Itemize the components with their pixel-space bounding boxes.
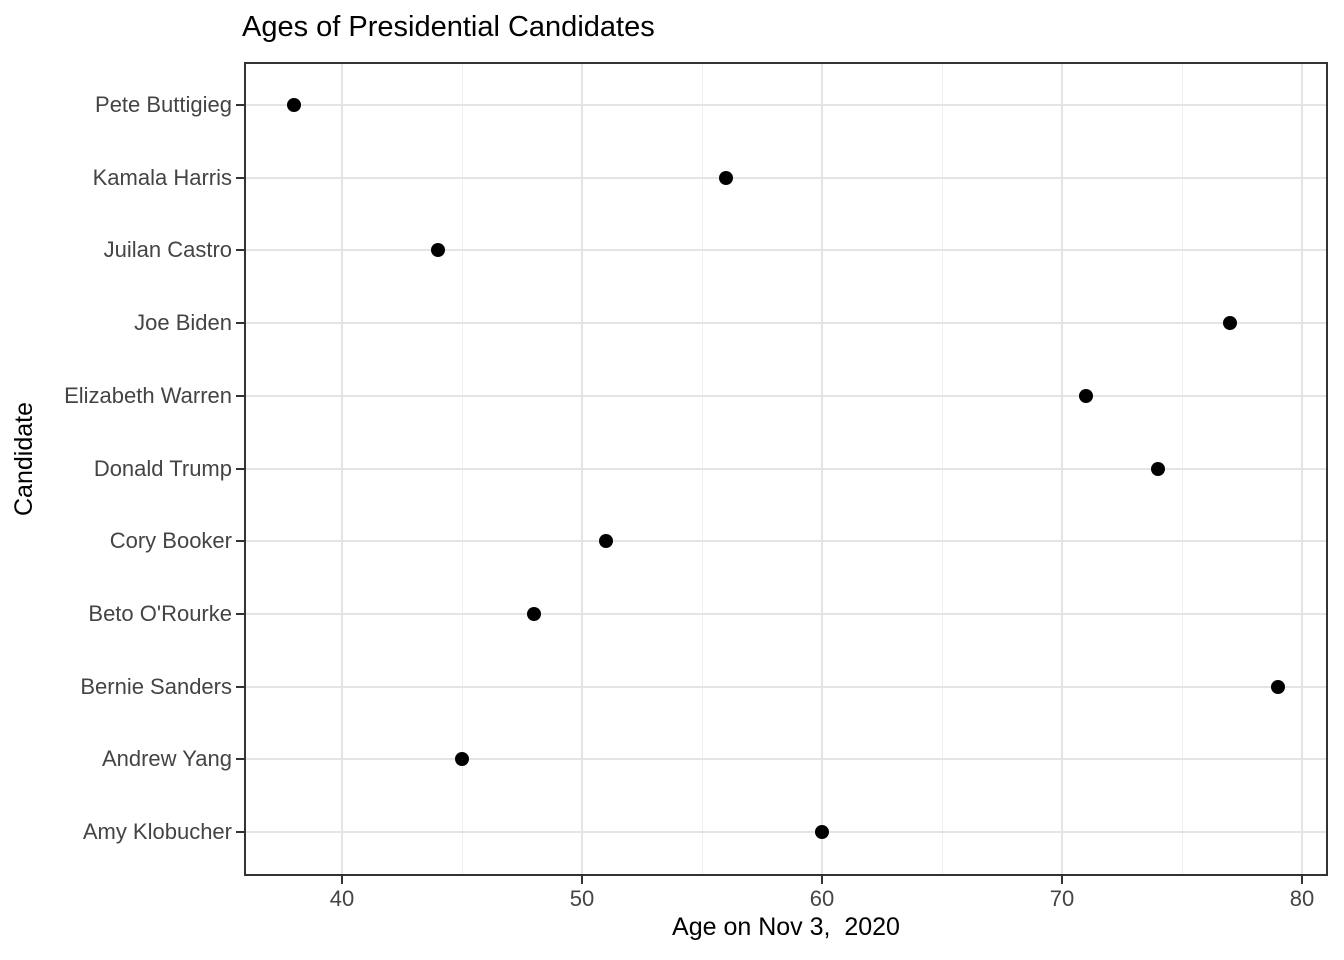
x-tick-mark-80 <box>1301 876 1303 884</box>
chart-title: Ages of Presidential Candidates <box>242 11 655 43</box>
y-tick-mark-1 <box>236 176 244 179</box>
x-tick-mark-60 <box>821 876 823 884</box>
data-point-joe-biden <box>1223 316 1237 331</box>
gridline-major-y-8 <box>246 685 1326 688</box>
x-tick-label-70: 70 <box>1049 886 1075 911</box>
y-tick-label-5: Donald Trump <box>93 455 232 481</box>
gridline-major-y-10 <box>246 831 1326 833</box>
gridline-major-y-0 <box>246 104 1326 106</box>
gridline-major-y-9 <box>246 758 1326 761</box>
data-point-andrew-yang <box>455 752 469 767</box>
y-tick-mark-3 <box>236 322 244 325</box>
gridline-major-y-3 <box>246 322 1326 325</box>
data-point-kamala-harris <box>719 170 733 185</box>
gridline-major-y-4 <box>246 394 1326 397</box>
gridline-major-y-6 <box>246 540 1326 543</box>
y-tick-mark-10 <box>236 831 244 833</box>
y-tick-label-3: Joe Biden <box>134 310 232 336</box>
plot-panel <box>244 62 1328 876</box>
x-tick-label-60: 60 <box>809 886 835 911</box>
y-tick-label-10: Amy Klobucher <box>82 819 232 844</box>
x-tick-label-80: 80 <box>1289 886 1315 911</box>
x-tick-mark-40 <box>341 876 343 884</box>
y-tick-label-2: Juilan Castro <box>103 237 232 263</box>
y-tick-mark-2 <box>236 249 244 252</box>
gridline-major-y-7 <box>246 612 1326 615</box>
y-tick-mark-6 <box>236 540 244 543</box>
y-tick-label-9: Andrew Yang <box>101 746 232 772</box>
data-point-donald-trump <box>1151 461 1165 476</box>
data-point-bernie-sanders <box>1271 679 1285 694</box>
y-tick-mark-8 <box>236 685 244 688</box>
y-tick-label-1: Kamala Harris <box>92 164 232 190</box>
y-tick-label-7: Beto O'Rourke <box>88 600 232 626</box>
x-tick-label-50: 50 <box>569 886 595 911</box>
x-tick-label-40: 40 <box>329 886 355 911</box>
y-tick-mark-7 <box>236 612 244 615</box>
data-point-elizabeth-warren <box>1079 388 1093 403</box>
data-point-amy-klobucher <box>815 825 829 839</box>
gridline-major-y-1 <box>246 176 1326 179</box>
y-tick-label-8: Bernie Sanders <box>80 673 232 699</box>
gridline-major-y-2 <box>246 249 1326 252</box>
y-tick-mark-0 <box>236 104 244 106</box>
y-tick-label-4: Elizabeth Warren <box>64 382 232 408</box>
y-tick-mark-9 <box>236 758 244 761</box>
data-point-pete-buttigieg <box>287 98 301 112</box>
x-tick-mark-70 <box>1061 876 1063 884</box>
y-tick-label-0: Pete Buttigieg <box>95 92 232 117</box>
y-tick-label-6: Cory Booker <box>109 528 232 554</box>
x-tick-mark-50 <box>581 876 583 884</box>
data-point-juilan-castro <box>431 243 445 258</box>
gridline-major-y-5 <box>246 467 1326 470</box>
y-tick-mark-4 <box>236 394 244 397</box>
x-axis-title: Age on Nov 3, 2020 <box>672 913 900 941</box>
y-tick-mark-5 <box>236 467 244 470</box>
data-point-cory-booker <box>599 534 613 549</box>
data-point-beto-o-rourke <box>527 606 541 621</box>
